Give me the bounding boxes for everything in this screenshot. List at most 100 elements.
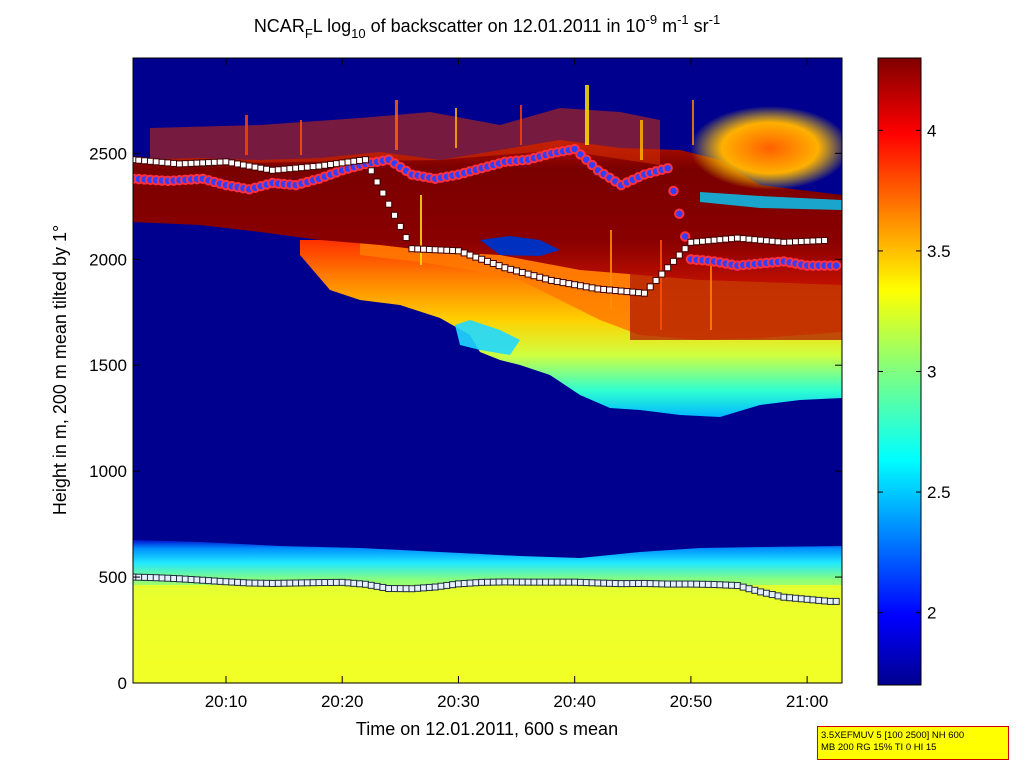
aerosol-top-marker	[815, 596, 823, 604]
layer-marker	[594, 285, 602, 293]
x-tick-label: 20:30	[437, 692, 480, 711]
aerosol-top-marker	[646, 580, 654, 588]
colorbar: 2 2.5 3 3.5 4	[877, 57, 951, 686]
layer-marker	[484, 257, 491, 265]
aerosol-top-marker	[565, 578, 573, 586]
layer-marker	[141, 157, 149, 165]
aerosol-top-marker	[292, 579, 300, 587]
layer-marker	[547, 276, 555, 284]
aerosol-top-marker	[809, 596, 817, 604]
layer-marker	[786, 238, 794, 246]
title-sub-1: F	[305, 26, 313, 41]
layer-marker	[792, 238, 800, 246]
layer-marker	[495, 262, 503, 270]
dark-red-lower-region	[630, 270, 842, 340]
layer-marker	[733, 234, 741, 242]
aerosol-top-marker	[251, 579, 259, 587]
aerosol-top-marker	[303, 579, 311, 587]
aerosol-top-marker	[774, 592, 782, 600]
x-tick-label: 20:10	[205, 692, 248, 711]
layer-marker	[402, 234, 410, 242]
aerosol-top-marker	[210, 577, 218, 585]
layer-marker	[454, 247, 462, 255]
layer-marker	[658, 270, 666, 278]
aerosol-top-marker	[274, 579, 282, 587]
aerosol-top-marker	[361, 580, 369, 588]
layer-marker	[408, 245, 416, 253]
layer-marker	[681, 245, 689, 253]
aerosol-top-marker	[396, 585, 404, 593]
cloud-base-marker	[662, 162, 673, 174]
aerosol-top-marker	[530, 578, 538, 586]
aerosol-top-marker	[716, 581, 724, 589]
layer-marker	[443, 246, 451, 254]
layer-marker	[437, 246, 445, 254]
cloud-base-marker	[668, 185, 679, 197]
aerosol-top-marker	[757, 588, 765, 596]
aerosol-top-marker	[146, 574, 154, 582]
aerosol-top-marker	[687, 580, 695, 588]
aerosol-top-marker	[576, 578, 584, 586]
aerosol-top-marker	[669, 580, 677, 588]
info-box: 3.5XEFMUV 5 [100 2500] NH 600 MB 200 RG …	[817, 726, 1009, 760]
cloud-base-marker	[679, 231, 691, 242]
aerosol-top-marker	[762, 589, 770, 597]
upper-right-cyan-edge	[700, 192, 842, 210]
aerosol-top-marker	[594, 579, 602, 587]
colorbar-tick-label: 3.5	[927, 242, 951, 261]
aerosol-top-marker	[228, 578, 236, 586]
title-sup-4: -1	[677, 12, 689, 27]
aerosol-top-marker	[658, 580, 666, 588]
info-line-2: MB 200 RG 15% TI 0 HI 15	[821, 742, 937, 753]
layer-marker	[146, 157, 154, 165]
layer-marker	[815, 237, 823, 245]
upper-right-blob	[690, 106, 842, 190]
layer-marker	[298, 164, 306, 172]
layer-marker	[606, 286, 614, 294]
y-axis: 0 500 1000 1500 2000 2500	[89, 144, 842, 693]
aerosol-top-marker	[141, 573, 149, 581]
x-tick-label: 21:00	[786, 692, 829, 711]
colorbar-gradient	[877, 57, 922, 686]
aerosol-top-marker	[286, 579, 294, 587]
aerosol-top-marker	[617, 580, 625, 588]
aerosol-top-marker	[728, 581, 736, 589]
layer-marker	[158, 158, 166, 166]
aerosol-top-marker	[181, 575, 189, 583]
info-line-1: 3.5XEFMUV 5 [100 2500] NH 600	[821, 730, 965, 741]
aerosol-top-marker	[629, 580, 637, 588]
x-axis-label: Time on 12.01.2011, 600 s mean	[356, 719, 618, 739]
aerosol-top-marker	[600, 579, 608, 587]
cloud-gap	[480, 236, 560, 256]
layer-marker	[187, 159, 195, 167]
marker-layer	[133, 143, 842, 605]
aerosol-top-marker	[472, 579, 480, 587]
aerosol-top-marker	[466, 579, 474, 587]
aerosol-top-marker	[443, 581, 451, 589]
layer-marker	[170, 159, 178, 167]
layer-marker	[530, 272, 538, 280]
layer-marker	[768, 237, 776, 245]
aerosol-top-marker	[751, 586, 759, 594]
layer-marker	[745, 235, 753, 243]
layer-marker	[222, 158, 230, 166]
layer-marker	[762, 237, 770, 245]
aerosol-top-marker	[559, 578, 567, 586]
colorbar-tick-label: 2	[927, 604, 936, 623]
aerosol-top-marker	[315, 579, 323, 587]
aerosol-top-marker	[309, 579, 317, 587]
layer-marker	[507, 265, 515, 273]
aerosol-top-marker	[710, 580, 718, 588]
aerosol-top-marker	[356, 580, 364, 588]
aerosol-top-marker	[175, 575, 183, 583]
layer-marker	[640, 289, 648, 297]
vertical-streaks	[245, 85, 712, 330]
layer-marker	[803, 237, 811, 245]
layer-marker	[321, 161, 329, 169]
aerosol-top-marker	[338, 578, 346, 586]
aerosol-top-marker	[391, 585, 399, 593]
layer-marker	[274, 166, 282, 174]
y-tick-label: 500	[99, 568, 127, 587]
aerosol-top-marker	[268, 579, 276, 587]
